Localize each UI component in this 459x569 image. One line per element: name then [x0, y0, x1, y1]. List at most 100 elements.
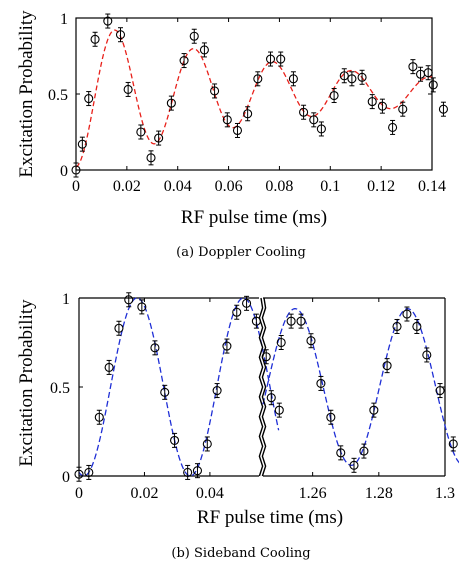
panel-a-data-point	[136, 124, 146, 140]
panel-a-x-tick-label: 0.04	[164, 178, 192, 195]
panel-a-data-point	[339, 68, 349, 84]
panel-b-data-point	[276, 335, 286, 350]
panel-a-data-point	[367, 94, 377, 110]
panel-b-data-point	[124, 292, 134, 308]
panel-a-x-tick-label: 0	[72, 178, 80, 195]
panel-a-data-point	[329, 88, 339, 104]
panel-b-y-axis-label: Excitation Probability	[16, 299, 37, 467]
panel-b-data-point	[160, 384, 170, 400]
panel-b-data-point	[349, 457, 359, 473]
panel-a-data-point	[309, 112, 319, 128]
panel-a-data-point	[398, 101, 408, 117]
panel-a-data-point	[408, 59, 418, 75]
panel-b-y-tick-label: 0.5	[50, 380, 70, 397]
panel-a-data-point	[199, 42, 209, 58]
panel-a-data-point	[423, 65, 433, 81]
panel-a-data-point	[189, 28, 199, 44]
panel-b-data-point	[402, 306, 412, 322]
panel-b-axis-break	[258, 297, 267, 477]
panel-a-data-point	[388, 119, 398, 135]
panel-b-data-point	[359, 443, 369, 459]
panel-b-data-point	[326, 409, 336, 425]
panel-a-data-point	[347, 71, 357, 87]
panel-a-data-point	[179, 53, 189, 69]
panel-a-data-point	[357, 69, 367, 85]
panel-b-x-axis-label: RF pulse time (ms)	[197, 507, 343, 528]
panel-b-data-point	[183, 464, 193, 480]
panel-a-x-tick-label: 0.1	[320, 178, 340, 195]
panel-a-data-point	[166, 95, 176, 111]
panel-b-data-point	[94, 409, 104, 425]
panel-a-x-tick-label: 0.12	[367, 178, 395, 195]
panel-a-x-tick-label: 0.08	[265, 178, 293, 195]
panel-a-y-tick-label: 0	[60, 163, 68, 180]
panel-a-data-point	[299, 104, 309, 120]
panel-b-x-tick-label: 0.02	[130, 485, 158, 502]
panel-b-data-point	[382, 358, 392, 374]
panel-a-data-point	[84, 91, 94, 107]
panel-b-x-tick-label: 0	[75, 485, 83, 502]
panel-b-x-ticks: 0 0.02 0.04 1.26 1.28 1.3	[75, 298, 455, 502]
panel-a-fit-layer	[75, 29, 433, 168]
panel-a-data-point	[265, 51, 276, 67]
panel-a-data-point	[146, 150, 156, 166]
panel-a-x-tick-label: 0.14	[418, 178, 446, 195]
panel-a-fit-curve	[75, 29, 433, 168]
panel-b-point-layer	[74, 292, 458, 482]
panel-b-fit-curve	[78, 297, 280, 477]
panel-a-data-point	[243, 106, 253, 122]
panel-b-data-point	[222, 338, 232, 354]
panel-b-fit-curve	[262, 308, 459, 466]
panel-b-data-point	[296, 313, 306, 329]
panel-b-data-point	[137, 299, 147, 315]
panel-b-data-point	[212, 383, 222, 399]
panel-b-break-marker	[258, 297, 264, 477]
panel-b-x-tick-label: 1.3	[435, 485, 455, 502]
panel-a-data-point	[123, 81, 133, 97]
panel-b-break-marker	[261, 297, 267, 477]
panel-a-data-point	[288, 71, 298, 87]
panel-a-data-point	[428, 77, 438, 93]
panel-b-caption: (b) Sideband Cooling	[171, 546, 310, 561]
panel-b-fit-layer	[78, 297, 459, 477]
panel-a-x-axis-label: RF pulse time (ms)	[181, 207, 327, 228]
panel-a-data-point	[154, 130, 164, 146]
panel-b-x-tick-label: 1.26	[299, 485, 327, 502]
panel-b-data-point	[369, 402, 379, 418]
panel-b-data-point	[448, 436, 458, 452]
panel-a-data-point	[377, 98, 387, 114]
panel-a-x-tick-label: 0.02	[113, 178, 141, 195]
panel-b-data-point	[266, 390, 276, 406]
panel-b-data-point	[232, 304, 242, 320]
panel-b-sideband-cooling: 0 0.02 0.04 1.26 1.28 1.3 00.51 RF pulse time…	[16, 291, 459, 561]
panel-a-data-point	[232, 122, 243, 138]
panel-b-x-tick-label: 0.04	[196, 485, 224, 502]
panel-b-data-point	[114, 320, 124, 336]
panel-a-y-tick-label: 1	[60, 11, 68, 28]
panel-a-data-point	[103, 13, 113, 29]
panel-b-data-point	[422, 347, 432, 363]
panel-a-data-point	[316, 121, 326, 137]
panel-a-caption: (a) Doppler Cooling	[176, 245, 306, 260]
panel-b-y-ticks: 00.51	[50, 291, 445, 486]
panel-a-doppler-cooling: 0 0.02 0.04 0.06 0.08 0.1 0.12 0.14 00.51 RF pu…	[16, 10, 448, 260]
panel-b-data-point	[84, 464, 94, 480]
panel-b-data-point	[170, 432, 180, 448]
panel-a-data-point	[77, 136, 87, 152]
panel-b-data-point	[202, 436, 212, 452]
panel-b-data-point	[150, 340, 160, 356]
panel-b-data-point	[412, 318, 422, 334]
panel-a-data-point	[276, 51, 286, 67]
panel-b-data-point	[435, 383, 445, 399]
panel-b-y-tick-label: 1	[62, 291, 70, 308]
panel-a-data-point	[253, 71, 263, 87]
panel-a-x-tick-label: 0.06	[215, 178, 243, 195]
panel-b-data-point	[192, 463, 203, 479]
panel-b-data-point	[336, 445, 346, 461]
panel-b-data-point	[392, 318, 402, 334]
panel-a-y-axis-label: Excitation Probability	[16, 10, 37, 178]
panel-a-plot-frame	[75, 17, 433, 171]
panel-b-data-point	[274, 402, 284, 418]
panel-b-data-point	[104, 359, 114, 375]
